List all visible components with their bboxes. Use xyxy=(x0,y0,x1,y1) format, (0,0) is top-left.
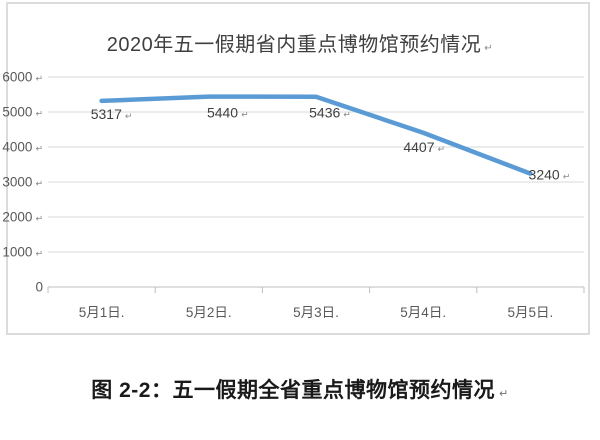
y-axis-tick-label: 1000 ↵ xyxy=(2,245,43,260)
paragraph-mark-icon: ↵ xyxy=(35,144,43,154)
paragraph-mark-icon: ↵ xyxy=(563,172,571,182)
x-axis-tick-label: 5月2日. xyxy=(186,305,232,320)
paragraph-mark-icon: ↵ xyxy=(35,109,43,119)
x-axis-tick-label: 5月5日. xyxy=(508,305,554,320)
paragraph-mark-icon: ↵ xyxy=(35,74,43,84)
data-label: 3240 ↵ xyxy=(529,167,571,183)
x-axis-tick-label: 5月3日. xyxy=(293,305,339,320)
x-axis-tick-label: 5月1日. xyxy=(79,305,125,320)
paragraph-mark-icon: ↵ xyxy=(241,110,249,120)
paragraph-mark-icon: ↵ xyxy=(498,388,509,400)
paragraph-mark-icon: ↵ xyxy=(35,249,43,259)
chart-title: 2020年五一假期省内重点博物馆预约情况 ↵ xyxy=(0,28,600,57)
data-label: 4407 ↵ xyxy=(403,139,445,155)
y-axis-tick-label: 3000 ↵ xyxy=(2,175,43,190)
y-axis-tick-label: 5000 ↵ xyxy=(2,105,43,120)
y-axis-tick-label: 4000 ↵ xyxy=(2,140,43,155)
y-axis-tick-label: 0 xyxy=(35,280,43,295)
data-label: 5317 ↵ xyxy=(91,106,133,122)
paragraph-mark-icon: ↵ xyxy=(438,144,446,154)
figure-caption-text: 图 2-2：五一假期全省重点博物馆预约情况 xyxy=(91,379,495,402)
figure-caption: 图 2-2：五一假期全省重点博物馆预约情况 ↵ xyxy=(0,374,600,404)
paragraph-mark-icon: ↵ xyxy=(484,43,494,54)
paragraph-mark-icon: ↵ xyxy=(343,110,351,120)
data-label: 5440 ↵ xyxy=(207,105,249,121)
chart-title-text: 2020年五一假期省内重点博物馆预约情况 xyxy=(106,34,482,56)
y-axis-tick-label: 2000 ↵ xyxy=(2,210,43,225)
y-axis-tick-label: 6000 ↵ xyxy=(2,70,43,85)
paragraph-mark-icon: ↵ xyxy=(35,214,43,224)
paragraph-mark-icon: ↵ xyxy=(35,179,43,189)
x-axis-tick-label: 5月4日. xyxy=(400,305,446,320)
series-line xyxy=(99,94,533,176)
paragraph-mark-icon: ↵ xyxy=(125,111,133,121)
chart-frame xyxy=(6,2,590,335)
